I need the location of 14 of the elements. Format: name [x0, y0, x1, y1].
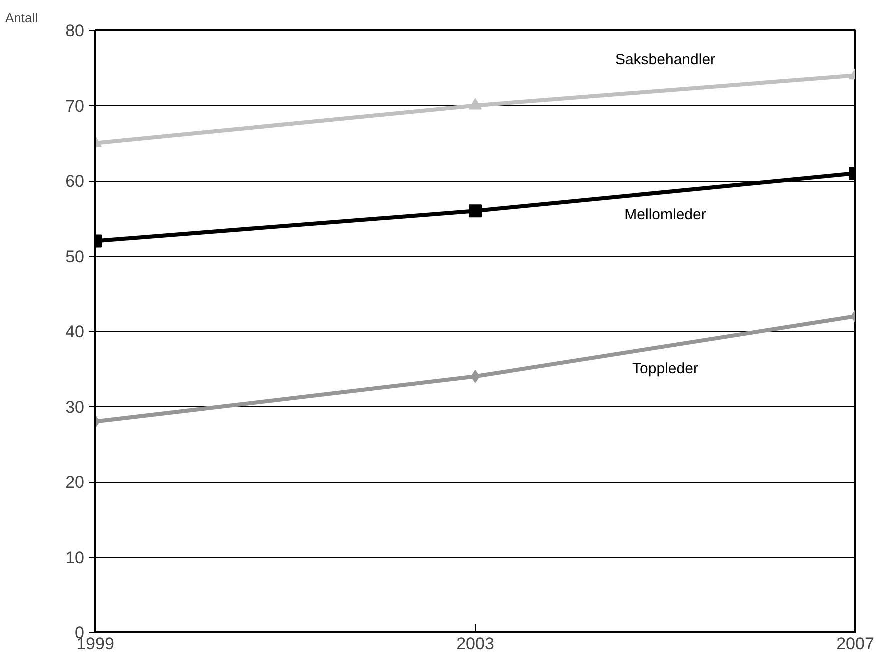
series-label: Toppleder [632, 360, 698, 378]
series-label: Saksbehandler [615, 52, 716, 69]
y-tick-label: 40 [66, 322, 85, 342]
x-tick-label: 2007 [836, 634, 874, 654]
y-tick-label: 80 [66, 22, 85, 40]
y-tick-label: 30 [66, 398, 85, 417]
y-tick-label: 10 [66, 548, 85, 568]
x-tick-label: 2003 [456, 634, 494, 654]
y-tick-label: 50 [66, 247, 85, 266]
y-tick-label: 20 [66, 473, 85, 492]
y-tick-label: 70 [66, 96, 85, 116]
series-label: Mellomleder [624, 206, 706, 224]
y-axis-title: Antall [6, 10, 38, 26]
y-tick-label: 60 [66, 172, 85, 191]
